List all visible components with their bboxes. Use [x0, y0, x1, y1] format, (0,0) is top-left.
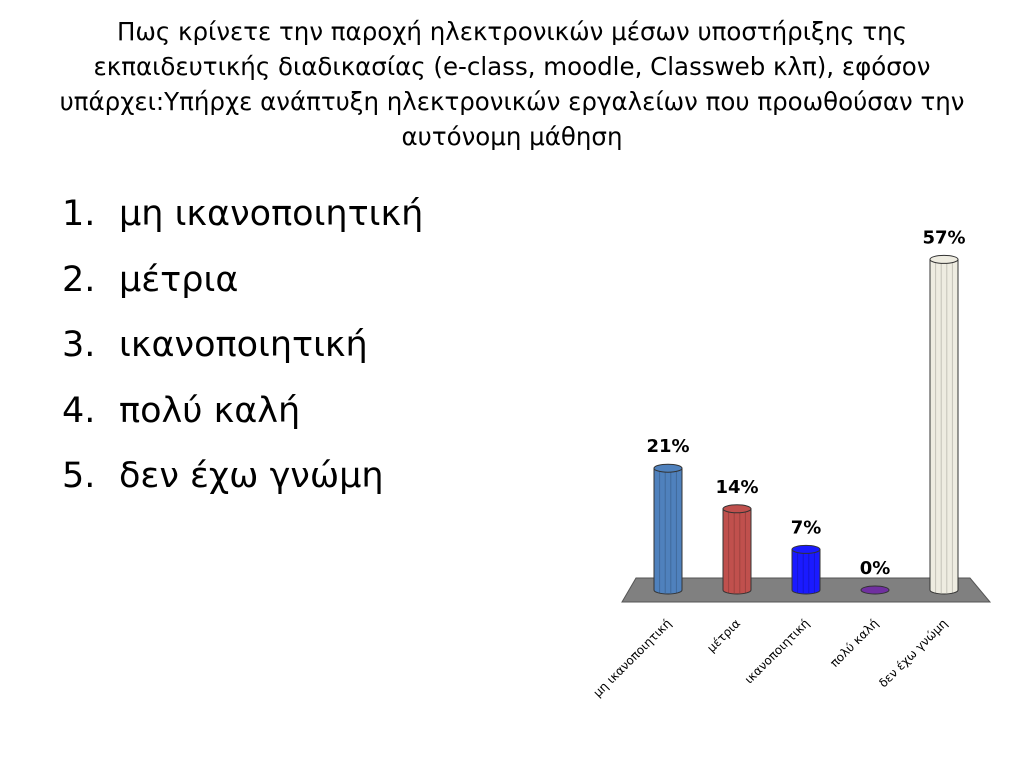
bar-body	[791, 548, 821, 595]
value-label: 57%	[922, 227, 965, 248]
bar	[653, 463, 683, 595]
bar-body	[929, 258, 959, 595]
bar	[722, 504, 752, 595]
value-label: 7%	[791, 517, 822, 538]
value-label: 14%	[715, 477, 758, 498]
bar-body	[653, 467, 683, 595]
option-item: πολύ καλή	[119, 390, 301, 431]
option-item: ικανοποιητική	[119, 325, 368, 365]
option-item: μέτρια	[119, 259, 239, 300]
option-list: μη ικανοποιητική μέτρια ικανοποιητική πολύ …	[62, 188, 423, 516]
x-tick-label: δεν έχω γνώμη	[876, 616, 950, 690]
x-tick-label: μέτρια	[704, 616, 743, 655]
bar-top	[653, 463, 683, 473]
option-item: δεν έχω γνώμη	[119, 456, 384, 496]
bar-top	[722, 504, 752, 514]
x-tick-label: μη ικανοποιητική	[590, 616, 674, 700]
slide-title: Πως κρίνετε την παροχή ηλεκτρονικών μέσω…	[59, 17, 965, 151]
x-tick-label: ικανοποιητική	[742, 616, 812, 686]
bar	[860, 585, 890, 595]
value-label: 0%	[860, 558, 891, 579]
bar	[791, 544, 821, 595]
bar-body	[722, 508, 752, 595]
option-item: μη ικανοποιητική	[119, 194, 424, 234]
bar-top	[929, 254, 959, 264]
x-tick-label: πολύ καλή	[827, 616, 881, 670]
bar-top	[791, 544, 821, 554]
bar	[929, 254, 959, 595]
value-label: 21%	[646, 436, 689, 457]
